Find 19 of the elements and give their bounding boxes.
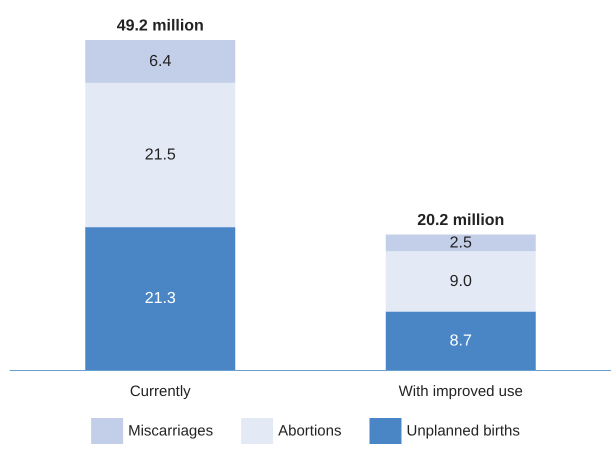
bar [386,234,536,252]
legend-label: Abortions [278,422,342,440]
bar [85,227,236,370]
x-tick-label: Currently [130,383,192,400]
data-label: 9.0 [450,272,472,290]
total-label: 20.2 million [417,212,504,230]
x-tick-label: With improved use [398,383,523,400]
bar [386,251,536,312]
bar [85,82,236,228]
total-label: 49.2 million [116,18,204,34]
data-label: 21.3 [144,290,176,308]
bar [85,40,236,83]
bar [386,312,536,370]
data-label: 8.7 [450,332,472,350]
data-label: 6.4 [149,52,172,70]
data-label: 21.5 [144,146,176,164]
data-label: 2.5 [450,234,472,252]
legend-label: Unplanned births [406,422,520,440]
legend-label: Miscarriages [128,422,214,440]
